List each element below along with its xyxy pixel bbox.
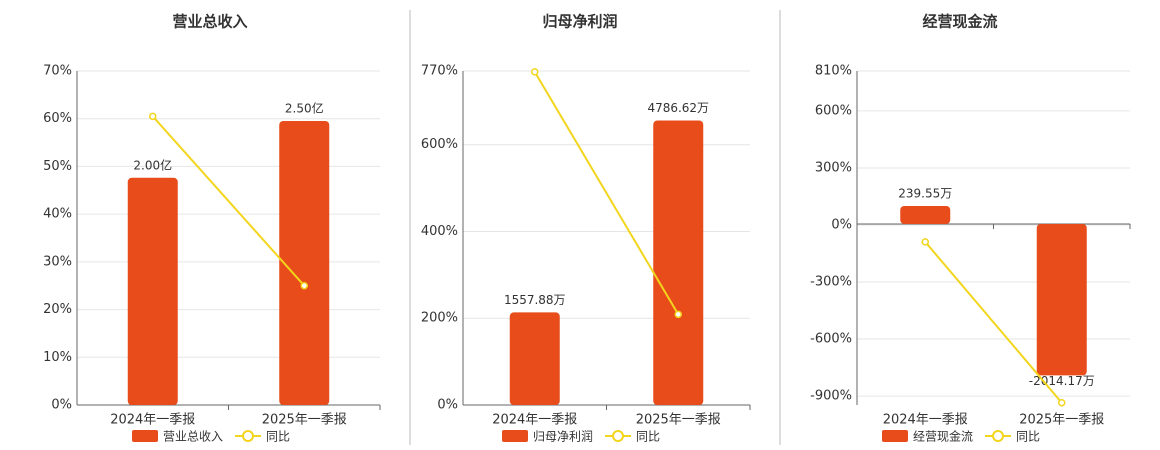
x-tick-label: 2025年一季报 xyxy=(636,413,721,428)
y-tick-label: 200% xyxy=(421,311,458,326)
x-tick-label: 2024年一季报 xyxy=(110,413,195,428)
y-tick-label: 0% xyxy=(437,398,458,413)
legend-swatch xyxy=(612,430,625,442)
chart-title: 归母净利润 xyxy=(542,13,617,31)
y-tick-label: 70% xyxy=(43,64,72,79)
line-point xyxy=(1058,398,1066,407)
y-tick-label: 810% xyxy=(815,64,852,79)
y-tick-label: 400% xyxy=(421,224,458,239)
data-label: 239.55万 xyxy=(898,186,952,200)
line-point xyxy=(149,112,157,121)
legend-swatch xyxy=(242,430,255,442)
y-tick-label: -900% xyxy=(810,389,852,404)
legend-swatch xyxy=(882,430,908,442)
data-label: 4786.62万 xyxy=(647,101,709,115)
bar xyxy=(509,312,560,405)
y-tick-label: 0% xyxy=(831,217,852,232)
chart-title: 经营现金流 xyxy=(922,13,997,31)
x-tick-label: 2025年一季报 xyxy=(1019,413,1104,428)
line-point xyxy=(921,238,929,246)
y-tick-label: 50% xyxy=(43,159,72,174)
y-tick-label: 20% xyxy=(43,302,72,317)
legend-label: 同比 xyxy=(636,430,660,444)
data-label: 2.00亿 xyxy=(133,157,172,172)
x-tick-label: 2024年一季报 xyxy=(492,413,577,428)
bar xyxy=(653,120,704,406)
data-label: 2.50亿 xyxy=(285,100,324,115)
y-tick-label: -300% xyxy=(810,275,852,290)
y-tick-label: 0% xyxy=(51,398,72,413)
y-tick-label: 300% xyxy=(815,160,852,175)
bar xyxy=(1036,223,1087,376)
y-tick-label: -600% xyxy=(810,332,852,347)
bar xyxy=(127,177,178,405)
legend-swatch xyxy=(502,430,528,442)
legend-label: 同比 xyxy=(1016,430,1040,444)
y-tick-label: 10% xyxy=(43,350,72,365)
line xyxy=(924,241,1063,404)
y-tick-label: 600% xyxy=(815,103,852,118)
chart-title: 营业总收入 xyxy=(172,13,247,31)
legend-swatch xyxy=(992,430,1005,442)
legend-swatch xyxy=(132,430,158,442)
line xyxy=(152,115,305,287)
line xyxy=(533,71,680,315)
legend-label: 同比 xyxy=(266,430,290,444)
legend-label: 营业总收入 xyxy=(163,430,223,444)
x-tick-label: 2025年一季报 xyxy=(262,413,347,428)
y-tick-label: 30% xyxy=(43,254,72,269)
bar xyxy=(900,205,951,224)
y-tick-label: 60% xyxy=(43,111,72,126)
y-tick-label: 40% xyxy=(43,207,72,222)
legend-label: 归母净利润 xyxy=(533,430,593,444)
y-tick-label: 600% xyxy=(421,137,458,152)
y-tick-label: 770% xyxy=(421,64,458,79)
data-label: 1557.88万 xyxy=(504,293,566,307)
line-point xyxy=(300,281,308,290)
bar xyxy=(279,120,330,406)
line-point xyxy=(674,310,682,319)
line-point xyxy=(531,68,539,76)
legend-label: 经营现金流 xyxy=(913,429,973,444)
x-tick-label: 2024年一季报 xyxy=(883,413,968,428)
